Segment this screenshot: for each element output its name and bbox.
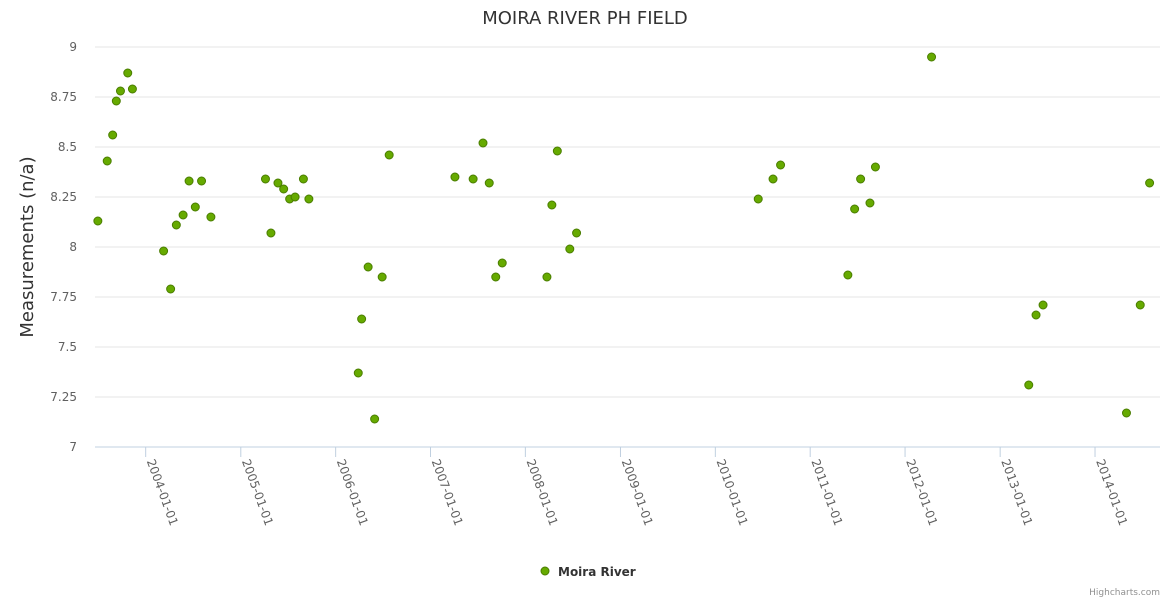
data-point[interactable] [178,210,188,220]
series-moira-river[interactable] [93,52,1155,424]
x-tick-label: 2013-01-01 [998,457,1035,527]
data-point[interactable] [111,96,121,106]
y-tick-label: 8.25 [50,190,77,204]
data-point[interactable] [776,160,786,170]
data-point[interactable] [206,212,216,222]
data-point[interactable] [1121,408,1131,418]
x-tick-label: 2007-01-01 [429,457,466,527]
x-tick-label: 2011-01-01 [808,457,845,527]
data-point[interactable] [927,52,937,62]
y-tick-label: 7.75 [50,290,77,304]
data-point[interactable] [266,228,276,238]
data-point[interactable] [370,414,380,424]
data-point[interactable] [1145,178,1155,188]
data-point[interactable] [93,216,103,226]
data-point[interactable] [108,130,118,140]
data-point[interactable] [478,138,488,148]
data-point[interactable] [290,192,300,202]
data-point[interactable] [171,220,181,230]
data-point[interactable] [552,146,562,156]
data-point[interactable] [468,174,478,184]
data-point[interactable] [484,178,494,188]
data-point[interactable] [856,174,866,184]
data-point[interactable] [450,172,460,182]
data-point[interactable] [102,156,112,166]
data-point[interactable] [190,202,200,212]
data-point[interactable] [363,262,373,272]
data-point[interactable] [377,272,387,282]
data-point[interactable] [304,194,314,204]
x-tick-label: 2005-01-01 [239,457,276,527]
x-tick-label: 2009-01-01 [619,457,656,527]
x-tick-label: 2004-01-01 [144,457,181,527]
data-point[interactable] [357,314,367,324]
x-tick-label: 2010-01-01 [714,457,751,527]
data-point[interactable] [1135,300,1145,310]
y-tick-label: 7.5 [58,340,77,354]
chart-title: MOIRA RIVER PH FIELD [482,8,688,29]
data-point[interactable] [1031,310,1041,320]
data-point[interactable] [565,244,575,254]
y-tick-label: 8.5 [58,140,77,154]
data-point[interactable] [273,178,283,188]
data-point[interactable] [768,174,778,184]
x-tick-label: 2006-01-01 [334,457,371,527]
data-point[interactable] [197,176,207,186]
x-tick-label: 2012-01-01 [903,457,940,527]
y-tick-label: 7 [69,440,77,454]
data-point[interactable] [115,86,125,96]
x-tick-label: 2008-01-01 [524,457,561,527]
data-point[interactable] [127,84,137,94]
data-point[interactable] [123,68,133,78]
y-tick-label: 8.75 [50,90,77,104]
data-point[interactable] [184,176,194,186]
data-point[interactable] [491,272,501,282]
data-point[interactable] [166,284,176,294]
data-point[interactable] [384,150,394,160]
legend-item-label[interactable]: Moira River [558,565,636,579]
data-point[interactable] [870,162,880,172]
y-axis-label: Measurements (n/a) [17,156,38,337]
x-tick-label: 2014-01-01 [1093,457,1130,527]
legend[interactable]: Moira River [540,565,636,579]
data-point[interactable] [497,258,507,268]
data-point[interactable] [279,184,289,194]
data-point[interactable] [260,174,270,184]
data-point[interactable] [572,228,582,238]
y-tick-label: 9 [69,40,77,54]
data-point[interactable] [353,368,363,378]
credits-link[interactable]: Highcharts.com [1089,588,1160,598]
data-point[interactable] [542,272,552,282]
data-point[interactable] [753,194,763,204]
data-point[interactable] [865,198,875,208]
grid-lines [95,46,1160,398]
data-point[interactable] [1038,300,1048,310]
data-point[interactable] [159,246,169,256]
data-point[interactable] [850,204,860,214]
y-tick-label: 7.25 [50,390,77,404]
data-point[interactable] [843,270,853,280]
y-tick-label: 8 [69,240,77,254]
legend-marker [540,566,550,576]
x-axis-ticks: 2004-01-01 2005-01-01 2006-01-01 2007-01-01… [144,447,1130,528]
y-axis-ticks: 7 7.25 7.5 7.75 8 8.25 8.5 8.75 9 [50,40,77,454]
data-point[interactable] [298,174,308,184]
data-point[interactable] [1024,380,1034,390]
data-point[interactable] [547,200,557,210]
